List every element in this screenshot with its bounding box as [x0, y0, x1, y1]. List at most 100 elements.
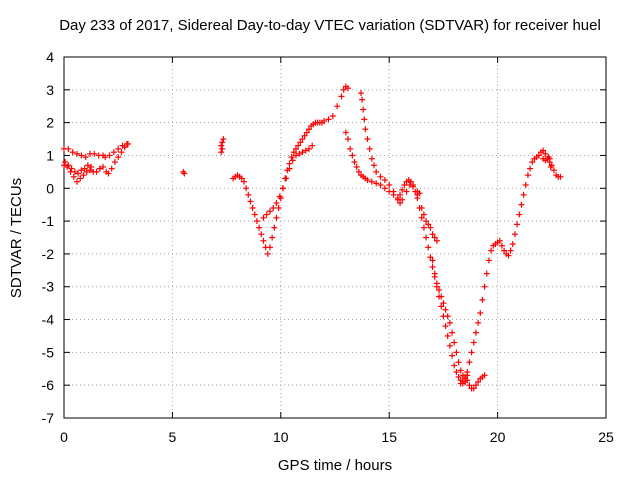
- data-point-marker: [220, 136, 227, 143]
- data-point-marker: [309, 142, 316, 149]
- data-point-marker: [427, 224, 434, 231]
- data-point-marker: [247, 198, 254, 205]
- y-tick-label: -3: [42, 279, 55, 295]
- data-point-marker: [429, 264, 436, 271]
- data-point-marker: [470, 385, 477, 392]
- data-point-marker: [271, 224, 278, 231]
- data-point-marker: [82, 154, 89, 161]
- y-tick-label: 0: [46, 180, 54, 196]
- data-point-marker: [295, 142, 302, 149]
- data-point-marker: [440, 300, 447, 307]
- data-point-marker: [418, 214, 425, 221]
- data-point-marker: [78, 152, 85, 159]
- data-point-marker: [360, 106, 367, 113]
- data-point-marker: [464, 372, 471, 379]
- data-point-marker: [256, 224, 263, 231]
- data-point-marker: [444, 313, 451, 320]
- data-point-marker: [451, 339, 458, 346]
- data-point-marker: [78, 167, 85, 174]
- data-point-marker: [429, 257, 436, 264]
- x-tick-label: 10: [273, 429, 289, 445]
- data-point-marker: [436, 287, 443, 294]
- data-point-marker: [529, 159, 536, 166]
- data-point-marker: [264, 250, 271, 257]
- axis-ticks: 0 5 10 15 20 25 -7 -6 -5 -4 -3 -2 -1 0 1 2 3 4: [42, 49, 614, 445]
- x-tick-label: 15: [381, 429, 397, 445]
- data-point-marker: [455, 373, 462, 380]
- data-point-marker: [273, 214, 280, 221]
- data-point-marker: [373, 168, 380, 175]
- data-point-marker: [305, 126, 312, 133]
- data-point-marker: [243, 185, 250, 192]
- data-point-marker: [219, 139, 226, 146]
- data-point-marker: [522, 181, 529, 188]
- data-point-marker: [366, 145, 373, 152]
- data-point-marker: [472, 382, 479, 389]
- data-point-marker: [547, 163, 554, 170]
- data-point-marker: [483, 270, 490, 277]
- data-point-marker: [349, 152, 356, 159]
- y-tick-label: 3: [46, 82, 54, 98]
- data-point-marker: [542, 150, 549, 157]
- data-point-marker: [420, 224, 427, 231]
- data-point-marker: [75, 170, 82, 177]
- data-point-marker: [321, 117, 328, 124]
- data-point-marker: [240, 178, 247, 185]
- data-point-marker: [290, 149, 297, 156]
- data-point-marker: [498, 242, 505, 249]
- data-point-marker: [416, 190, 423, 197]
- data-point-marker: [468, 349, 475, 356]
- y-tick-label: -2: [42, 246, 55, 262]
- data-point-marker: [410, 181, 417, 188]
- data-point-marker: [557, 173, 564, 180]
- data-point-marker: [423, 234, 430, 241]
- data-point-marker: [368, 155, 375, 162]
- data-point-marker: [266, 244, 273, 251]
- data-point-marker: [100, 163, 107, 170]
- data-point-marker: [362, 126, 369, 133]
- data-point-marker: [115, 145, 122, 152]
- data-point-marker: [121, 144, 128, 151]
- data-point-marker: [550, 167, 557, 174]
- x-tick-label: 20: [490, 429, 506, 445]
- data-point-marker: [288, 154, 295, 161]
- data-point-marker: [477, 309, 484, 316]
- data-point-marker: [509, 241, 516, 248]
- data-point-marker: [401, 181, 408, 188]
- data-point-marker: [325, 116, 332, 123]
- data-point-marker: [368, 178, 375, 185]
- data-point-marker: [263, 211, 270, 218]
- data-point-marker: [345, 136, 352, 143]
- data-point-marker: [83, 168, 90, 175]
- data-point-marker: [535, 152, 542, 159]
- data-point-marker: [399, 196, 406, 203]
- data-point-marker: [455, 359, 462, 366]
- data-point-marker: [381, 185, 388, 192]
- data-point-marker: [431, 270, 438, 277]
- data-point-marker: [371, 162, 378, 169]
- data-point-marker: [340, 86, 347, 93]
- data-point-marker: [511, 231, 518, 238]
- data-point-marker: [488, 247, 495, 254]
- data-point-marker: [68, 165, 75, 172]
- data-point-marker: [353, 163, 360, 170]
- data-point-marker: [105, 170, 112, 177]
- data-point-marker: [301, 132, 308, 139]
- data-point-marker: [65, 162, 72, 169]
- data-point-marker: [260, 237, 267, 244]
- data-point-marker: [80, 172, 87, 179]
- data-point-marker: [305, 145, 312, 152]
- data-point-marker: [299, 149, 306, 156]
- data-point-marker: [451, 362, 458, 369]
- data-point-marker: [377, 181, 384, 188]
- data-point-marker: [276, 193, 283, 200]
- data-point-marker: [501, 247, 508, 254]
- x-axis-title: GPS time / hours: [278, 457, 392, 474]
- chart-title: Day 233 of 2017, Sidereal Day-to-day VTE…: [59, 17, 601, 34]
- data-point-marker: [218, 149, 225, 156]
- data-point-marker: [245, 191, 252, 198]
- data-point-marker: [373, 180, 380, 187]
- data-point-marker: [433, 237, 440, 244]
- data-point-marker: [74, 150, 81, 157]
- data-point-marker: [102, 154, 109, 161]
